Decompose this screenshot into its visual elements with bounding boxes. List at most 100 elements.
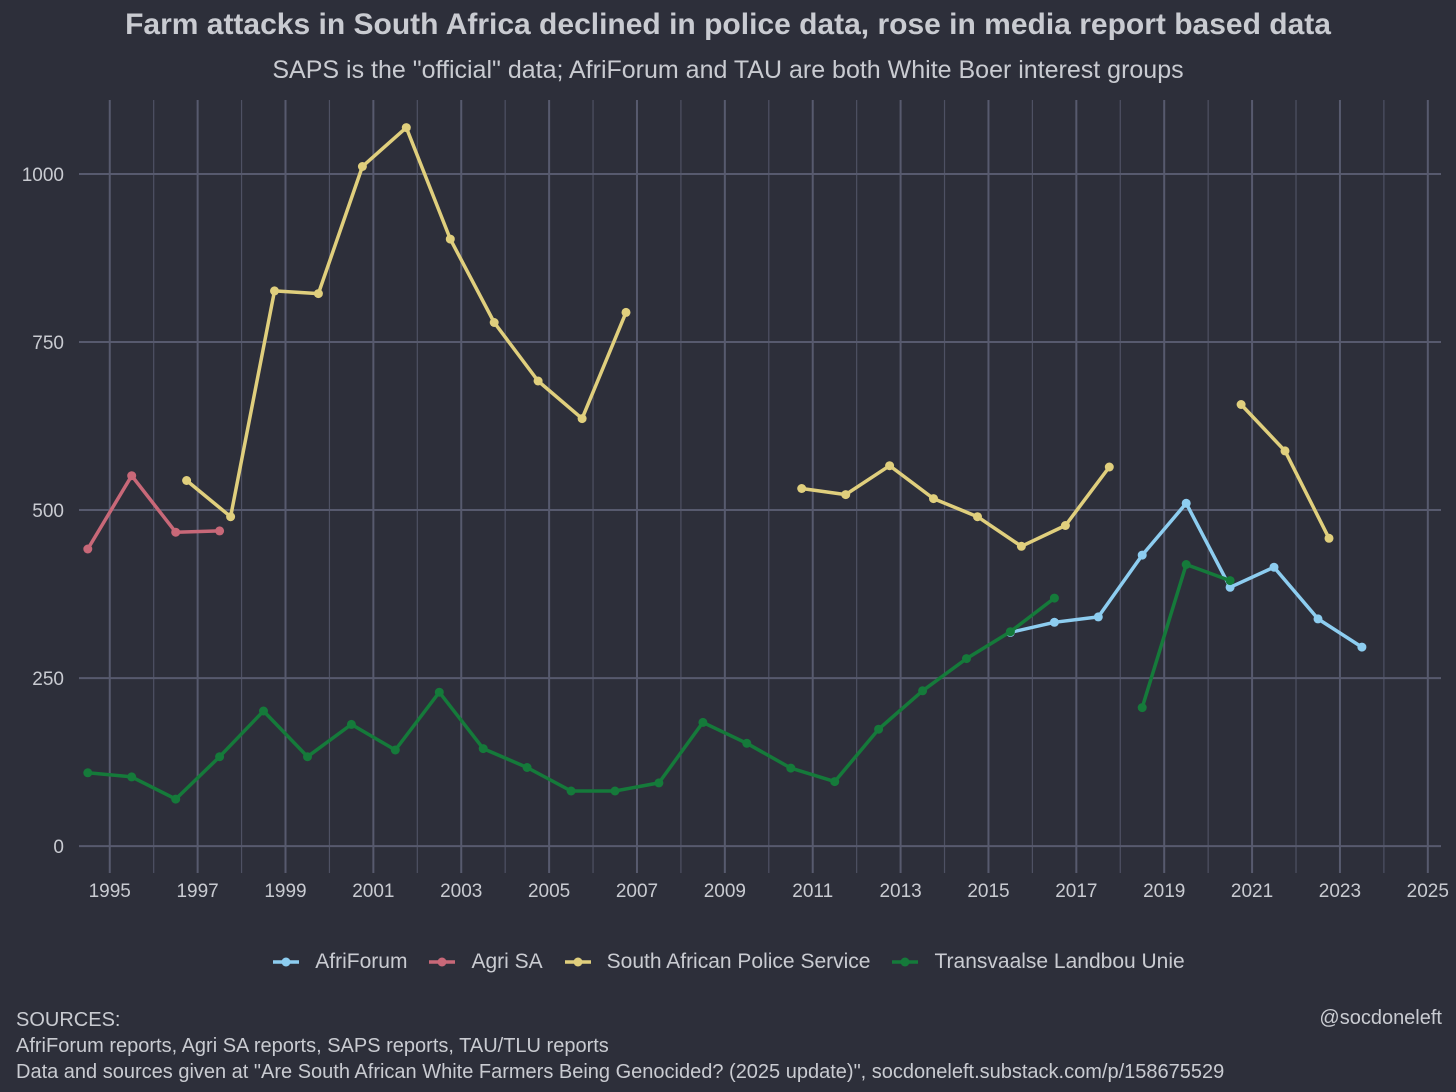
data-point-south-african-police-service bbox=[1324, 533, 1334, 543]
y-tick-label: 1000 bbox=[22, 165, 64, 186]
data-point-afriforum bbox=[1269, 562, 1279, 572]
data-point-south-african-police-service bbox=[841, 490, 851, 500]
data-point-afriforum bbox=[1181, 498, 1191, 508]
legend-key-transvaalse-landbou-unie bbox=[892, 957, 919, 967]
data-point-south-african-police-service bbox=[445, 234, 455, 244]
y-tick-label: 0 bbox=[53, 837, 64, 858]
data-point-transvaalse-landbou-unie bbox=[962, 654, 971, 664]
data-point-south-african-police-service bbox=[973, 512, 982, 522]
data-point-south-african-police-service bbox=[533, 376, 543, 386]
data-point-transvaalse-landbou-unie bbox=[1181, 560, 1191, 569]
series-line-south-african-police-service bbox=[799, 463, 1112, 549]
data-point-transvaalse-landbou-unie bbox=[1005, 627, 1015, 637]
legend-item-transvaalse-landbou-unie: Transvaalse Landbou Unie bbox=[890, 950, 1185, 974]
data-point-transvaalse-landbou-unie bbox=[742, 738, 752, 748]
data-point-south-african-police-service bbox=[885, 461, 895, 471]
x-tick-label: 2005 bbox=[528, 881, 570, 902]
data-point-transvaalse-landbou-unie bbox=[346, 719, 356, 729]
data-point-afriforum bbox=[1093, 612, 1103, 622]
data-point-agri-sa bbox=[215, 526, 225, 536]
data-point-transvaalse-landbou-unie bbox=[390, 745, 400, 755]
data-point-afriforum bbox=[1049, 617, 1059, 627]
sources-line-2: Data and sources given at "Are South Afr… bbox=[16, 1061, 1225, 1083]
data-point-transvaalse-landbou-unie bbox=[786, 763, 796, 773]
x-tick-label: 2019 bbox=[1143, 881, 1185, 902]
data-point-agri-sa bbox=[83, 544, 93, 554]
data-point-transvaalse-landbou-unie bbox=[303, 752, 312, 762]
x-tick-label: 2015 bbox=[967, 881, 1009, 902]
legend-item-south-african-police-service: South African Police Service bbox=[563, 950, 871, 974]
x-tick-label: 2017 bbox=[1055, 881, 1097, 902]
data-point-transvaalse-landbou-unie bbox=[566, 786, 576, 796]
data-point-south-african-police-service bbox=[1236, 400, 1246, 409]
data-point-south-african-police-service bbox=[929, 494, 938, 504]
x-tick-label: 2003 bbox=[440, 881, 482, 902]
data-point-transvaalse-landbou-unie bbox=[434, 687, 444, 697]
data-point-transvaalse-landbou-unie bbox=[1137, 703, 1147, 713]
data-point-south-african-police-service bbox=[357, 162, 367, 171]
data-point-afriforum bbox=[1225, 582, 1235, 592]
data-point-transvaalse-landbou-unie bbox=[874, 724, 884, 734]
data-point-transvaalse-landbou-unie bbox=[83, 768, 93, 778]
data-point-transvaalse-landbou-unie bbox=[610, 786, 620, 796]
x-tick-label: 2007 bbox=[616, 881, 658, 902]
y-tick-label: 500 bbox=[32, 501, 64, 522]
chart-subtitle: SAPS is the "official" data; AfriForum a… bbox=[272, 56, 1184, 84]
data-point-transvaalse-landbou-unie bbox=[522, 763, 532, 772]
data-point-south-african-police-service bbox=[401, 123, 411, 133]
legend-item-afriforum: AfriForum bbox=[271, 950, 407, 974]
x-tick-label: 2023 bbox=[1319, 881, 1361, 902]
series-line-transvaalse-landbou-unie bbox=[1140, 562, 1232, 710]
sources-note: SOURCES: AfriForum reports, Agri SA repo… bbox=[16, 1007, 1224, 1085]
data-point-afriforum bbox=[1137, 550, 1147, 560]
data-point-south-african-police-service bbox=[1280, 446, 1290, 456]
series-line-agri-sa bbox=[86, 473, 222, 551]
legend-key-south-african-police-service bbox=[564, 957, 591, 967]
data-point-transvaalse-landbou-unie bbox=[259, 706, 268, 716]
legend-key-agri-sa bbox=[429, 957, 456, 967]
data-point-transvaalse-landbou-unie bbox=[1225, 576, 1235, 586]
author-credit: @socdoneleft bbox=[1319, 1007, 1442, 1029]
data-point-transvaalse-landbou-unie bbox=[478, 744, 488, 754]
x-tick-label: 2013 bbox=[879, 881, 921, 902]
data-point-south-african-police-service bbox=[313, 289, 323, 299]
x-tick-label: 1997 bbox=[176, 881, 218, 902]
series-line-south-african-police-service bbox=[184, 125, 628, 519]
y-tick-label: 750 bbox=[32, 333, 64, 354]
data-point-south-african-police-service bbox=[489, 318, 499, 327]
data-point-transvaalse-landbou-unie bbox=[698, 717, 708, 727]
data-point-transvaalse-landbou-unie bbox=[830, 777, 840, 787]
sources-line-1: AfriForum reports, Agri SA reports, SAPS… bbox=[16, 1035, 609, 1057]
data-point-south-african-police-service bbox=[182, 476, 192, 485]
chart-legend: AfriForum Agri SA South African Police Ser… bbox=[0, 950, 1456, 974]
legend-label: Agri SA bbox=[471, 950, 543, 973]
legend-label: South African Police Service bbox=[606, 950, 871, 973]
x-tick-label: 2011 bbox=[792, 881, 833, 902]
data-point-south-african-police-service bbox=[621, 307, 631, 317]
y-tick-label: 250 bbox=[32, 669, 64, 690]
legend-key-afriforum bbox=[273, 957, 300, 967]
data-point-south-african-police-service bbox=[1016, 541, 1026, 551]
x-tick-label: 2009 bbox=[704, 881, 746, 902]
data-point-south-african-police-service bbox=[270, 286, 279, 296]
data-point-afriforum bbox=[1357, 642, 1367, 652]
sources-heading: SOURCES: bbox=[16, 1009, 121, 1031]
data-point-south-african-police-service bbox=[226, 512, 236, 522]
data-point-transvaalse-landbou-unie bbox=[171, 794, 181, 804]
data-point-agri-sa bbox=[127, 471, 137, 481]
data-point-transvaalse-landbou-unie bbox=[1049, 593, 1059, 603]
data-point-transvaalse-landbou-unie bbox=[215, 752, 225, 762]
data-point-transvaalse-landbou-unie bbox=[918, 686, 928, 696]
series-line-south-african-police-service bbox=[1239, 402, 1331, 541]
line-chart: 1995 1997 1999 2001 2003 2005 2007 2009 2011 2013… bbox=[22, 100, 1449, 902]
data-point-transvaalse-landbou-unie bbox=[127, 772, 137, 782]
series-line-transvaalse-landbou-unie bbox=[86, 596, 1057, 801]
legend-label: Transvaalse Landbou Unie bbox=[934, 950, 1185, 973]
legend-label: AfriForum bbox=[315, 950, 408, 973]
x-tick-label: 2001 bbox=[352, 881, 394, 902]
x-tick-label: 1995 bbox=[89, 881, 131, 902]
data-point-afriforum bbox=[1313, 614, 1323, 624]
data-point-transvaalse-landbou-unie bbox=[654, 778, 664, 788]
data-point-south-african-police-service bbox=[1060, 521, 1070, 530]
chart-title: Farm attacks in South Africa declined in… bbox=[125, 8, 1331, 41]
